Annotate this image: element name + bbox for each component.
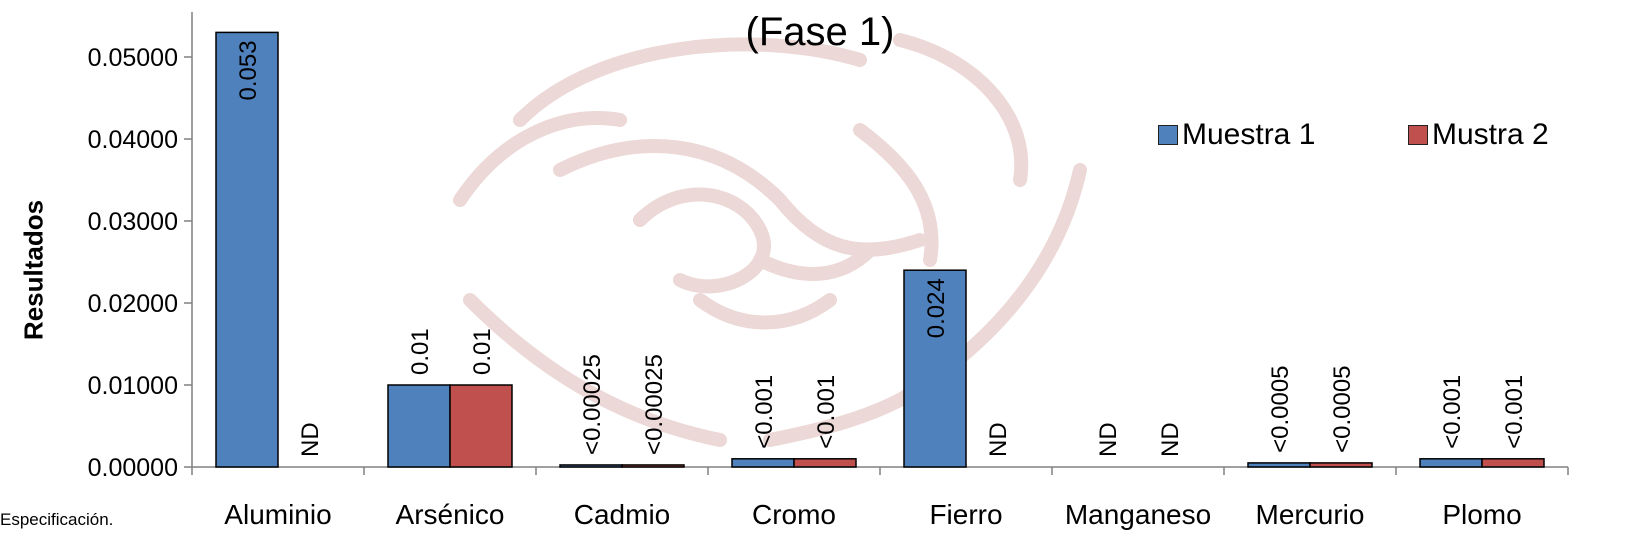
data-label: 0.01 <box>469 328 496 375</box>
bar <box>1419 458 1483 468</box>
data-label: <0.001 <box>813 375 840 449</box>
watermark-emblem <box>453 33 1087 447</box>
data-label: 0.053 <box>235 40 262 100</box>
data-label: ND <box>1095 422 1122 457</box>
bar <box>903 269 967 468</box>
bar <box>1247 462 1311 468</box>
x-tick-label: Cadmio <box>574 499 670 530</box>
x-tick-label: Aluminio <box>224 499 331 530</box>
bar <box>1309 462 1373 468</box>
data-label: 0.024 <box>923 278 950 338</box>
legend-item-mustra-2: Mustra 2 <box>1408 118 1549 152</box>
legend: Muestra 1 Mustra 2 <box>1158 118 1558 154</box>
bar <box>793 458 857 468</box>
data-label: 0.01 <box>407 328 434 375</box>
legend-label-mustra-2: Mustra 2 <box>1432 118 1549 151</box>
legend-label-muestra-1: Muestra 1 <box>1182 118 1316 151</box>
x-tick-label: Fierro <box>929 499 1002 530</box>
bars <box>215 31 1545 468</box>
x-tick-label: Plomo <box>1442 499 1521 530</box>
data-label: <0.0005 <box>1329 365 1356 452</box>
chart-title: (Fase 1) <box>745 10 895 54</box>
bar <box>1481 458 1545 468</box>
y-tick-label: 0.00000 <box>88 454 178 482</box>
y-tick-label: 0.02000 <box>88 290 178 318</box>
data-label: ND <box>1157 422 1184 457</box>
data-label: <0.00025 <box>579 354 606 455</box>
x-tick-label: Cromo <box>752 499 836 530</box>
legend-item-muestra-1: Muestra 1 <box>1158 118 1315 152</box>
bar <box>449 384 513 468</box>
bar <box>387 384 451 468</box>
data-label: <0.0005 <box>1267 365 1294 452</box>
y-tick-label: 0.05000 <box>88 44 178 72</box>
bar <box>215 31 279 468</box>
data-label: <0.001 <box>1439 375 1466 449</box>
data-label: ND <box>985 422 1012 457</box>
bar <box>621 464 685 468</box>
legend-swatch-mustra-2 <box>1408 125 1428 145</box>
bar <box>731 458 795 468</box>
data-label: <0.001 <box>1501 375 1528 449</box>
x-tick-label: Arsénico <box>396 499 505 530</box>
y-tick-label: 0.04000 <box>88 126 178 154</box>
footnote: Especificación. <box>0 510 114 529</box>
x-tick-label: Mercurio <box>1256 499 1365 530</box>
data-label: <0.001 <box>751 375 778 449</box>
data-label: <0.00025 <box>641 354 668 455</box>
data-label: ND <box>297 422 324 457</box>
bar <box>559 464 623 468</box>
legend-swatch-muestra-1 <box>1158 125 1178 145</box>
x-tick-label: Manganeso <box>1065 499 1211 530</box>
y-axis-label-box: Resultados <box>8 180 60 360</box>
y-tick-label: 0.01000 <box>88 372 178 400</box>
data-labels: 0.053 0.01 <0.00025 <0.001 0.024 ND <0.0005 <0.… <box>235 40 1528 457</box>
y-tick-label: 0.03000 <box>88 208 178 236</box>
y-axis-label: Resultados <box>18 199 49 341</box>
